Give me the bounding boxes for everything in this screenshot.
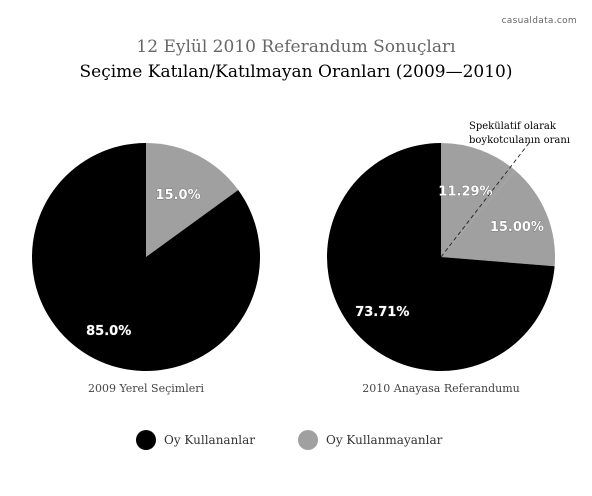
- pie2-label-2: 11.29%: [438, 185, 492, 200]
- pie2-slice-0: [327, 143, 555, 371]
- pie2-label-0: 73.71%: [355, 305, 409, 320]
- pie2-slice-2: [441, 143, 516, 257]
- pie1-slice-0: [32, 143, 261, 371]
- pie2-slice-1: [441, 170, 556, 267]
- annotation-leader-line: [440, 142, 530, 258]
- chart-title: 12 Eylül 2010 Referandum Sonuçları: [136, 37, 456, 57]
- pie1-label-0: 85.0%: [86, 324, 131, 339]
- legend-label-participated: Oy Kullananlar: [164, 433, 256, 447]
- annotation-text-0: Spekülatif olarak: [469, 121, 557, 132]
- watermark: casualdata.com: [501, 16, 577, 26]
- pie1-label-1: 15.0%: [156, 188, 201, 203]
- annotation-text-1: boykotculanın oranı: [469, 135, 570, 146]
- pie2-caption: 2010 Anayasa Referandumu: [362, 382, 519, 395]
- pie1-slice-1: [146, 142, 239, 257]
- chart-subtitle: Seçime Katılan/Katılmayan Oranları (2009…: [79, 62, 513, 82]
- legend-label-not-participated: Oy Kullanmayanlar: [326, 433, 443, 447]
- legend-swatch-not-participated: [298, 430, 318, 450]
- legend: Oy Kullananlar Oy Kullanmayanlar: [0, 430, 592, 454]
- pie2-label-1: 15.00%: [490, 220, 544, 235]
- pie1-caption: 2009 Yerel Seçimleri: [88, 382, 205, 395]
- legend-item-not-participated: Oy Kullanmayanlar: [298, 430, 442, 450]
- legend-swatch-participated: [136, 430, 156, 450]
- legend-item-participated: Oy Kullananlar: [136, 430, 255, 450]
